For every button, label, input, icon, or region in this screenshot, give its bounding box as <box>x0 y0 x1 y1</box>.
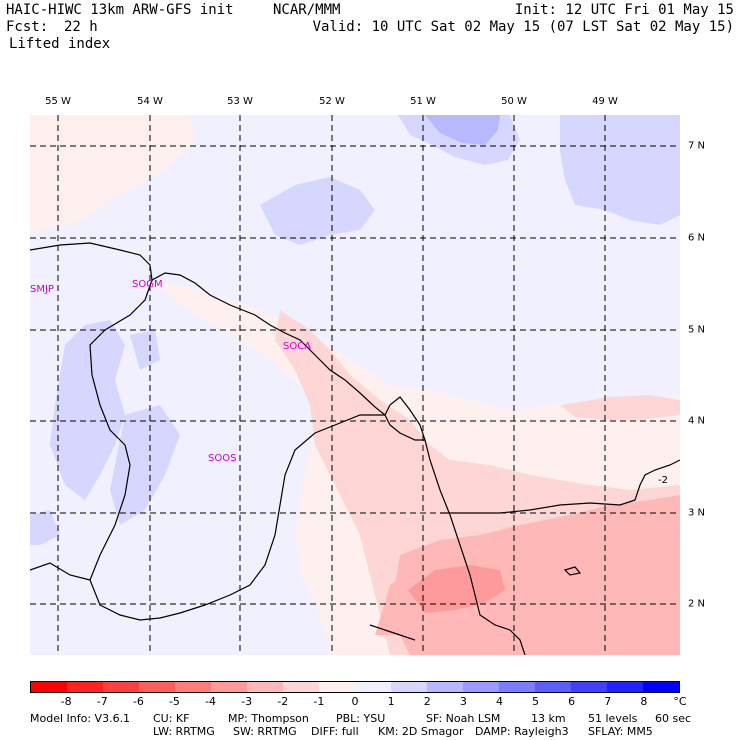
blue-patch-w <box>30 510 60 545</box>
colorbar-swatch <box>499 682 535 692</box>
footer-res: 13 km <box>531 712 566 725</box>
colorbar-tick-label: 2 <box>423 695 431 708</box>
lat-label: 3 N <box>688 507 706 519</box>
fcst-label: Fcst: <box>6 19 49 35</box>
colorbar-tick-label: -2 <box>277 695 289 708</box>
colorbar-swatch <box>643 682 679 692</box>
lifted-index-map: -2 <box>30 115 680 655</box>
colorbar-swatch <box>103 682 139 692</box>
blue-region-ne <box>560 115 680 225</box>
colorbar-unit: °C <box>673 695 687 708</box>
pink-band-e <box>560 395 680 420</box>
lon-label: 54 W <box>137 96 163 107</box>
footer-sf: SF: Noah LSM <box>426 712 501 725</box>
colorbar <box>30 681 680 693</box>
station-label: SOOS <box>208 453 237 464</box>
colorbar-swatch <box>427 682 463 692</box>
colorbar-swatch <box>139 682 175 692</box>
lon-label: 53 W <box>227 96 253 107</box>
colorbar-tick-label: 3 <box>459 695 467 708</box>
init-time: Init: 12 UTC Fri 01 May 15 <box>514 2 734 18</box>
colorbar-swatch <box>571 682 607 692</box>
colorbar-tick-label: 7 <box>604 695 612 708</box>
fcst-value: 22 h <box>64 19 98 35</box>
valid-time: Valid: 10 UTC Sat 02 May 15 (07 LST Sat … <box>312 19 734 35</box>
lon-label: 52 W <box>319 96 345 107</box>
model-title: HAIC-HIWC 13km ARW-GFS init <box>6 2 234 18</box>
lon-label: 50 W <box>501 96 527 107</box>
colorbar-tick-label: -4 <box>205 695 217 708</box>
pink-max-core <box>408 565 505 613</box>
footer-mp: MP: Thompson <box>228 712 309 725</box>
colorbar-tick-label: 0 <box>351 695 359 708</box>
colorbar-tick-label: 4 <box>495 695 503 708</box>
lon-label: 51 W <box>410 96 436 107</box>
station-label: SOGM <box>132 279 163 290</box>
colorbar-tick-label: -6 <box>132 695 144 708</box>
positive-region <box>30 115 195 233</box>
footer-model-info: Model Info: V3.6.1 <box>30 712 131 725</box>
colorbar-swatch <box>535 682 571 692</box>
footer-levels: 51 levels <box>588 712 638 725</box>
footer-diff: DIFF: full <box>311 725 359 738</box>
footer-lw: LW: RRTMG <box>153 725 215 738</box>
lon-label: 55 W <box>45 96 71 107</box>
colorbar-tick-label: -3 <box>241 695 253 708</box>
colorbar-tick-label: 5 <box>532 695 540 708</box>
lat-label: 2 N <box>688 598 706 610</box>
colorbar-swatch <box>319 682 355 692</box>
colorbar-tick-label: -5 <box>168 695 180 708</box>
colorbar-tick-label: -8 <box>60 695 72 708</box>
lat-lon-grid <box>30 115 680 655</box>
footer-km: KM: 2D Smagor <box>378 725 464 738</box>
footer-cu: CU: KF <box>153 712 190 725</box>
colorbar-swatch <box>391 682 427 692</box>
footer-sw: SW: RRTMG <box>233 725 297 738</box>
footer-damp: DAMP: Rayleigh3 <box>475 725 569 738</box>
footer-pbl: PBL: YSU <box>336 712 386 725</box>
colorbar-swatch <box>247 682 283 692</box>
blue-patch <box>130 330 160 370</box>
blue-region-w <box>50 320 125 500</box>
colorbar-tick-label: -7 <box>96 695 108 708</box>
coastline-borders <box>30 242 680 655</box>
colorbar-swatch <box>67 682 103 692</box>
colorbar-swatch <box>175 682 211 692</box>
blue-region-sw <box>110 405 180 525</box>
org-label: NCAR/MMM <box>273 2 341 18</box>
footer-timestep: 60 sec <box>655 712 692 725</box>
blue-core-n <box>425 115 500 145</box>
lat-label: 6 N <box>688 232 706 244</box>
contour-label: -2 <box>658 475 668 486</box>
colorbar-tick-label: 1 <box>387 695 395 708</box>
colorbar-swatch <box>355 682 391 692</box>
colorbar-swatch <box>31 682 67 692</box>
station-label: SOCA <box>283 341 312 352</box>
field-name: Lifted index <box>9 36 111 52</box>
lon-label: 49 W <box>592 96 618 107</box>
colorbar-swatch <box>283 682 319 692</box>
blue-region-mid <box>260 177 375 245</box>
lat-label: 5 N <box>688 324 706 336</box>
station-label: SMJP <box>30 284 54 295</box>
colorbar-swatch <box>607 682 643 692</box>
lat-label: 4 N <box>688 415 706 427</box>
colorbar-swatch <box>211 682 247 692</box>
lat-label: 7 N <box>688 140 706 152</box>
colorbar-tick-label: 8 <box>640 695 648 708</box>
footer-sflay: SFLAY: MM5 <box>588 725 653 738</box>
colorbar-tick-label: -1 <box>313 695 325 708</box>
colorbar-tick-label: 6 <box>568 695 576 708</box>
colorbar-swatch <box>463 682 499 692</box>
